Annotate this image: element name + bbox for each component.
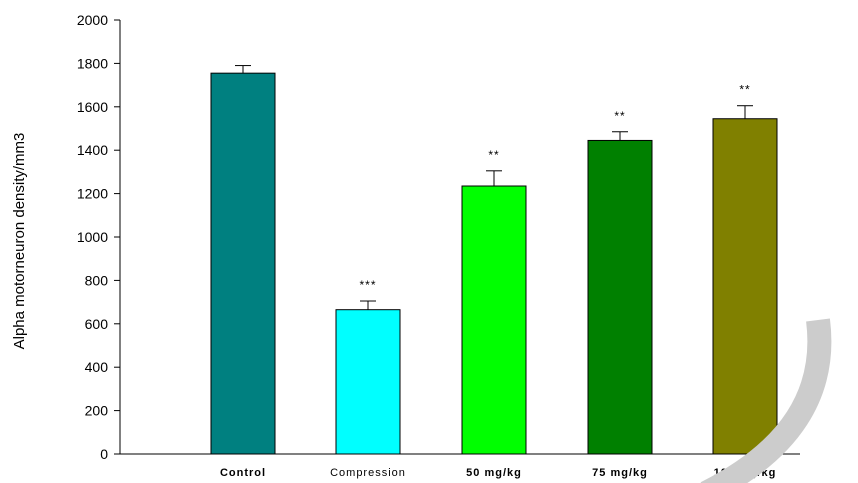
bar	[587, 139, 653, 455]
y-tick-label: 2000	[77, 12, 108, 28]
x-tick-label: 50 mg/kg	[466, 467, 522, 479]
y-tick-label: 400	[85, 359, 109, 375]
x-tick-label: Compression	[330, 467, 406, 479]
bar	[210, 72, 276, 455]
y-axis: 0 200 400 600 800 1000 1200 1400 1600 1800 2000	[77, 12, 121, 462]
y-tick-label: 200	[85, 403, 109, 419]
y-tick-label: 0	[100, 446, 108, 462]
y-axis-label: Alpha motorneuron density/mm3	[11, 133, 28, 350]
significance-label: **	[614, 109, 625, 123]
bar	[461, 185, 527, 455]
decorative-arc	[700, 318, 832, 483]
bars: *********	[210, 65, 778, 455]
y-tick-label: 1200	[77, 186, 108, 202]
y-tick-label: 1800	[77, 55, 108, 71]
significance-label: **	[488, 148, 499, 162]
bar	[712, 118, 778, 455]
y-tick-label: 1400	[77, 142, 108, 158]
significance-label: **	[739, 83, 750, 97]
x-tick-label: Control	[220, 467, 266, 479]
y-tick-label: 1000	[77, 229, 108, 245]
y-tick-label: 600	[85, 316, 109, 332]
significance-label: ***	[359, 278, 376, 292]
y-tick-label: 800	[85, 272, 109, 288]
y-tick-label: 1600	[77, 99, 108, 115]
bar	[335, 309, 401, 455]
x-tick-label: 75 mg/kg	[592, 467, 648, 479]
x-axis: Control Compression 50 mg/kg 75 mg/kg 100 mg…	[120, 453, 800, 479]
